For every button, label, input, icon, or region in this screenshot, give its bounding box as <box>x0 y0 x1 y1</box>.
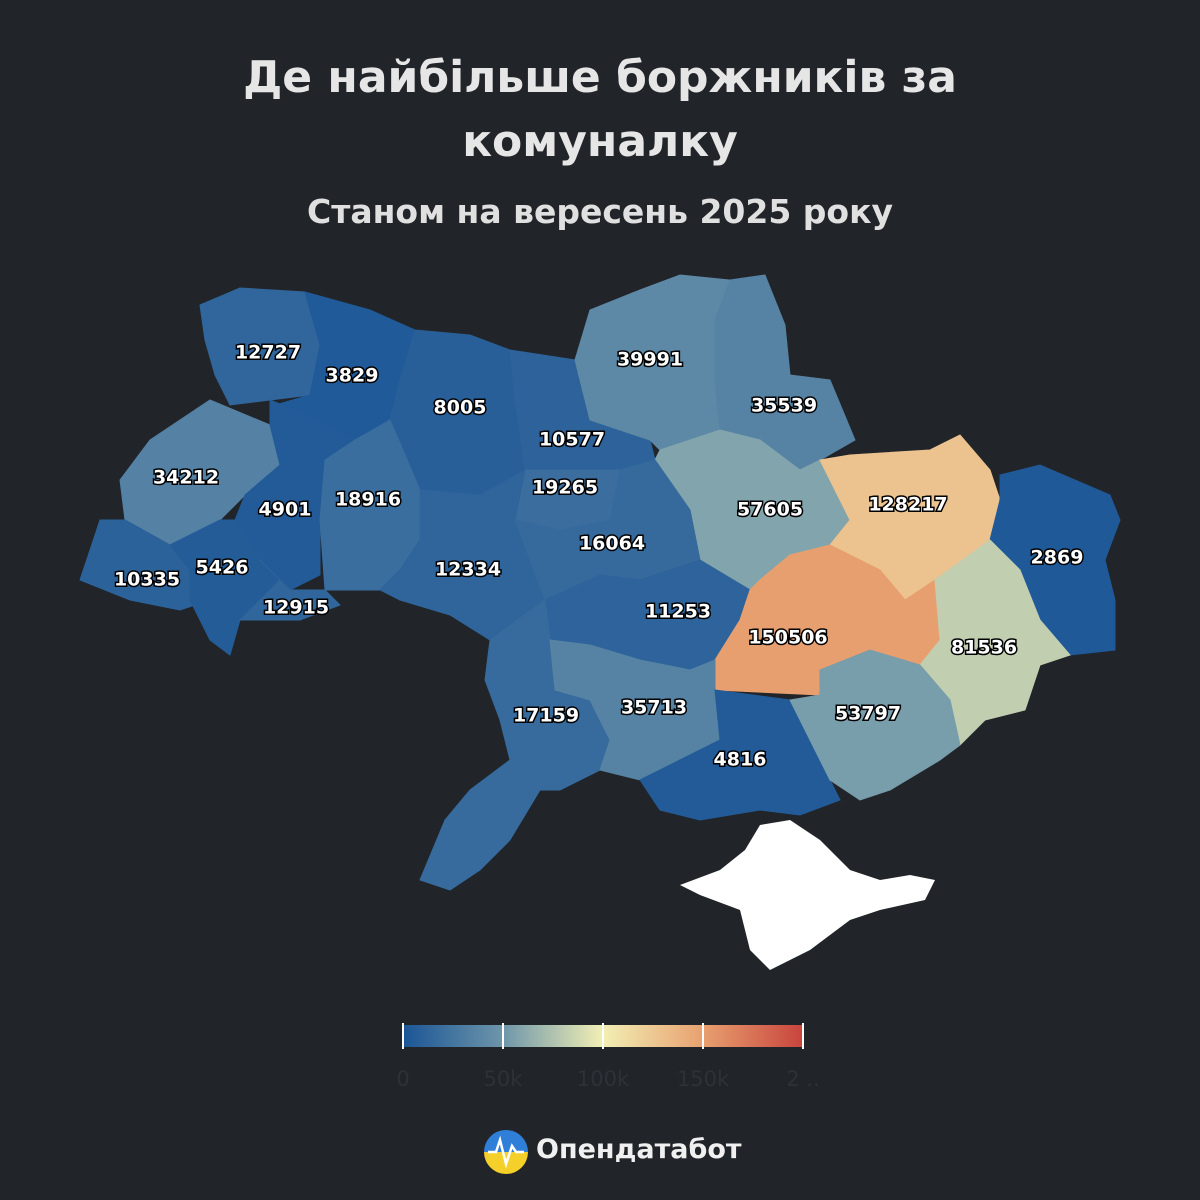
region-value: 18916 <box>335 489 401 511</box>
region-value: 10335 <box>114 569 180 591</box>
region-value: 4816 <box>714 749 767 771</box>
region-value: 12727 <box>235 342 301 364</box>
brand-logo <box>484 1130 528 1174</box>
region <box>199 287 321 406</box>
region-value: 81536 <box>951 637 1017 659</box>
region-value: 35539 <box>751 395 817 417</box>
region-value: 10577 <box>539 429 605 451</box>
region-value: 128217 <box>868 494 947 516</box>
region-value: 12334 <box>435 559 501 581</box>
region-value: 3829 <box>326 365 379 387</box>
region-value: 53797 <box>835 703 901 725</box>
region-value: 34212 <box>153 467 219 489</box>
regions <box>79 274 1121 891</box>
region-value: 2869 <box>1031 547 1084 569</box>
region-value: 5426 <box>196 557 249 579</box>
region-value: 4901 <box>259 499 312 521</box>
crimea <box>680 820 935 970</box>
region-value: 8005 <box>434 397 487 419</box>
region-labels: 12727 3829 8005 10577 39991 35539 34212 4901 189… <box>112 340 1085 772</box>
region-value: 16064 <box>579 533 645 555</box>
colorbar-tick-label: 100k <box>577 1067 630 1091</box>
region-value: 39991 <box>617 349 683 371</box>
colorbar-tick-label: 2 .. <box>786 1067 819 1091</box>
region-value: 150506 <box>748 627 827 649</box>
region-value: 12915 <box>263 597 329 619</box>
region <box>514 459 701 601</box>
colorbar-tick-label: 50k <box>484 1067 524 1091</box>
brand-name: Опендатабот <box>536 1134 742 1165</box>
region-value: 11253 <box>645 601 711 623</box>
chart-title: Де найбільше боржників за комуналку <box>243 52 957 167</box>
region <box>238 559 341 621</box>
region-value: 17159 <box>513 705 579 727</box>
brand-logo-wave <box>488 1135 524 1169</box>
region-value: 35713 <box>621 697 687 719</box>
region-value: 57605 <box>737 499 803 521</box>
region <box>789 649 961 801</box>
region-value: 19265 <box>532 477 598 499</box>
colorbar-tick-label: 0 <box>396 1067 409 1091</box>
chart-subtitle: Станом на вересень 2025 року <box>306 192 893 231</box>
colorbar-tick-label: 150k <box>677 1067 730 1091</box>
